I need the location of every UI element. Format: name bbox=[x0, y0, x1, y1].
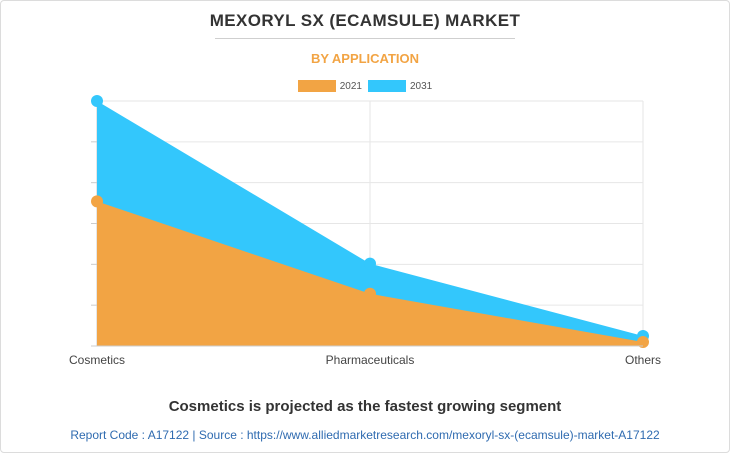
legend: 2021 2031 bbox=[0, 80, 730, 92]
legend-label-2021: 2021 bbox=[339, 80, 362, 92]
area-series-2021 bbox=[97, 201, 643, 346]
data-point-2021-cosmetics bbox=[91, 195, 103, 208]
data-point-2031-pharmaceuticals bbox=[364, 257, 376, 270]
source-footer[interactable]: Report Code : A17122 | Source : https://… bbox=[70, 428, 660, 442]
x-tick-label: Pharmaceuticals bbox=[326, 353, 415, 367]
data-point-2021-pharmaceuticals bbox=[364, 287, 376, 300]
legend-label-2031: 2031 bbox=[410, 80, 433, 92]
legend-item-2031[interactable]: 2031 bbox=[368, 80, 432, 92]
legend-swatch-2021 bbox=[297, 80, 336, 92]
chart-title: MEXORYL SX (ECAMSULE) MARKET bbox=[209, 11, 521, 30]
x-tick-label: Cosmetics bbox=[69, 353, 125, 367]
x-tick-label: Others bbox=[625, 353, 661, 367]
title-divider bbox=[215, 38, 515, 39]
chart-headline: Cosmetics is projected as the fastest gr… bbox=[168, 398, 562, 415]
data-point-2021-others bbox=[637, 335, 649, 348]
legend-item-2021[interactable]: 2021 bbox=[297, 80, 362, 92]
data-point-2031-cosmetics bbox=[91, 95, 103, 107]
chart-subtitle: BY APPLICATION bbox=[310, 51, 420, 66]
legend-swatch-2031 bbox=[368, 80, 406, 92]
